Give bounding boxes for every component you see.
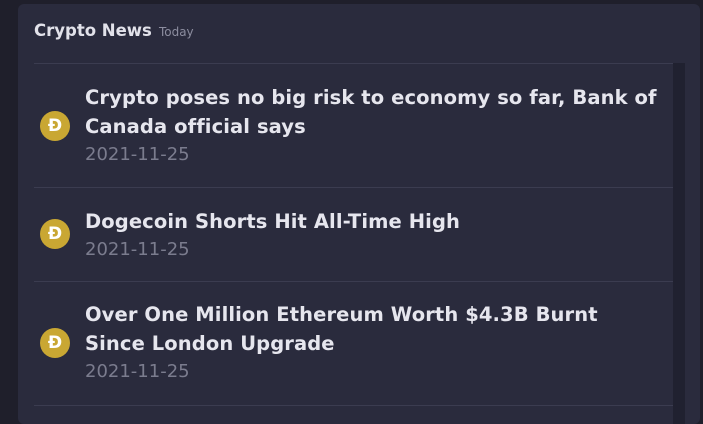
card-title: Crypto News	[34, 21, 152, 40]
dogecoin-icon: Ð	[40, 111, 70, 141]
news-list: Ð Crypto poses no big risk to economy so…	[34, 63, 673, 424]
news-headline[interactable]: Dogecoin Shorts Hit All-Time High	[85, 210, 460, 233]
news-date: 2021-11-25	[85, 361, 190, 382]
news-item[interactable]	[34, 405, 673, 424]
news-item[interactable]: Ð Over One Million Ethereum Worth $4.3B …	[34, 281, 673, 405]
card-header: Crypto News Today	[34, 21, 194, 40]
dogecoin-icon: Ð	[40, 328, 70, 358]
dogecoin-icon: Ð	[40, 219, 70, 249]
news-date: 2021-11-25	[85, 144, 190, 165]
crypto-news-card: Crypto News Today Ð Crypto poses no big …	[18, 4, 700, 424]
news-item[interactable]: Ð Crypto poses no big risk to economy so…	[34, 63, 673, 187]
news-item[interactable]: Ð Dogecoin Shorts Hit All-Time High 2021…	[34, 187, 673, 281]
news-headline[interactable]: Crypto poses no big risk to economy so f…	[85, 86, 657, 138]
scrollbar[interactable]	[673, 63, 685, 424]
news-headline[interactable]: Over One Million Ethereum Worth $4.3B Bu…	[85, 303, 598, 355]
card-subtitle: Today	[158, 25, 194, 39]
news-date: 2021-11-25	[85, 239, 190, 260]
